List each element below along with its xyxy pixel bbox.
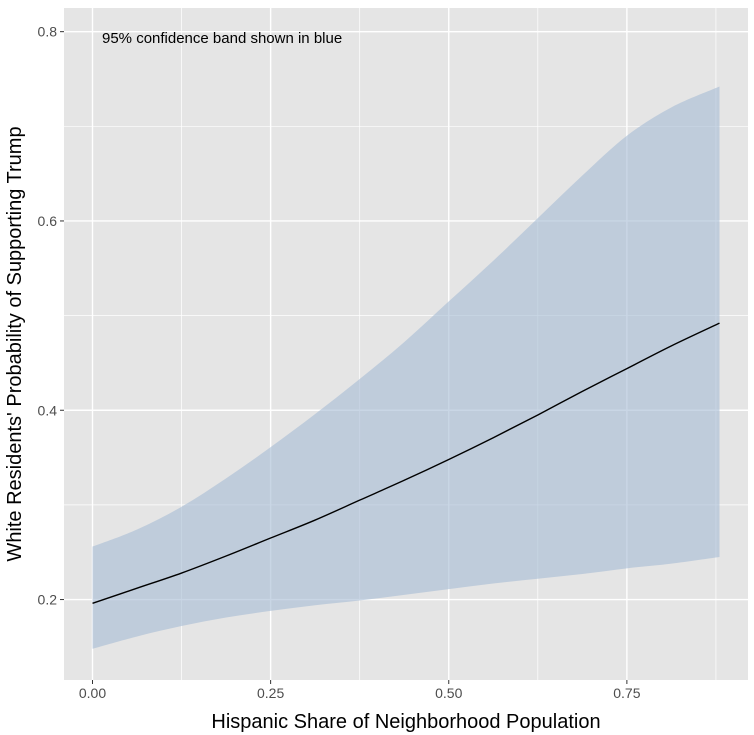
x-tick-label: 0.00 bbox=[79, 685, 106, 701]
x-axis-title: Hispanic Share of Neighborhood Populatio… bbox=[211, 711, 600, 733]
confidence-band bbox=[92, 86, 720, 649]
y-tick-label: 0.4 bbox=[38, 402, 58, 418]
x-tick-label: 0.75 bbox=[613, 685, 640, 701]
y-tick-label: 0.2 bbox=[38, 592, 58, 608]
y-tick-label: 0.8 bbox=[38, 24, 58, 40]
series-line bbox=[92, 322, 720, 604]
y-tick-labels: 0.2 0.4 0.6 0.8 bbox=[38, 24, 58, 608]
axis-ticks bbox=[60, 31, 628, 684]
annotation: 95% confidence band shown in blue bbox=[102, 30, 342, 47]
x-tick-labels: 0.00 0.25 0.50 0.75 bbox=[79, 685, 641, 701]
x-tick-label: 0.25 bbox=[257, 685, 284, 701]
x-tick-label: 0.50 bbox=[435, 685, 462, 701]
y-axis-title: White Residents' Probability of Supporti… bbox=[4, 126, 26, 561]
y-tick-label: 0.6 bbox=[38, 213, 58, 229]
